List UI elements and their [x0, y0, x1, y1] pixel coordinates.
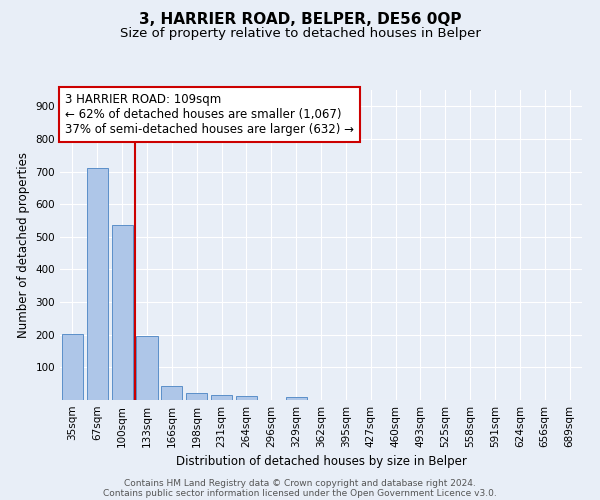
Text: 3, HARRIER ROAD, BELPER, DE56 0QP: 3, HARRIER ROAD, BELPER, DE56 0QP	[139, 12, 461, 28]
Bar	[112, 225, 133, 400]
Bar	[236, 396, 257, 400]
Bar	[62, 334, 83, 400]
Bar	[286, 396, 307, 400]
Text: Contains public sector information licensed under the Open Government Licence v3: Contains public sector information licen…	[103, 488, 497, 498]
Text: Size of property relative to detached houses in Belper: Size of property relative to detached ho…	[119, 28, 481, 40]
Text: 3 HARRIER ROAD: 109sqm
← 62% of detached houses are smaller (1,067)
37% of semi-: 3 HARRIER ROAD: 109sqm ← 62% of detached…	[65, 93, 354, 136]
Bar	[136, 336, 158, 400]
Bar	[87, 168, 108, 400]
Bar	[161, 386, 182, 400]
X-axis label: Distribution of detached houses by size in Belper: Distribution of detached houses by size …	[176, 456, 466, 468]
Bar	[186, 394, 207, 400]
Bar	[211, 395, 232, 400]
Y-axis label: Number of detached properties: Number of detached properties	[17, 152, 30, 338]
Text: Contains HM Land Registry data © Crown copyright and database right 2024.: Contains HM Land Registry data © Crown c…	[124, 478, 476, 488]
